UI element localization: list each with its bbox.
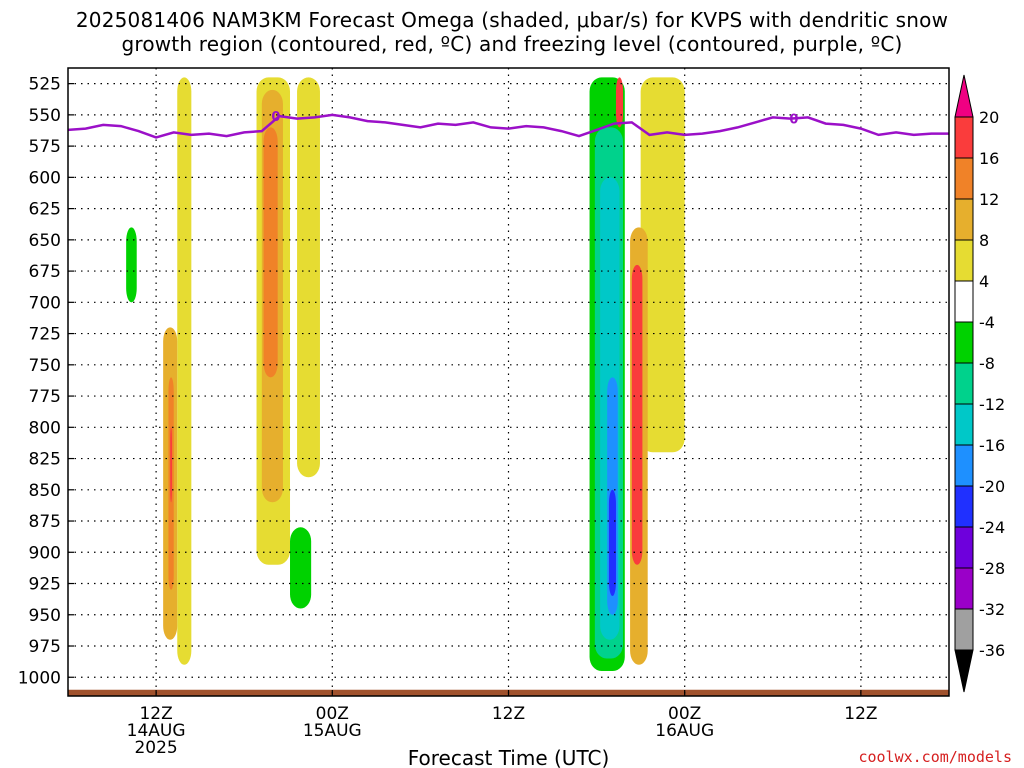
colorbar-label: -28 bbox=[979, 559, 1005, 578]
omega-region-8 bbox=[126, 227, 137, 303]
xtick-label: 12Z bbox=[492, 704, 525, 724]
freezing-level-line bbox=[68, 113, 949, 139]
xtick-label: 14AUG bbox=[127, 721, 186, 741]
ytick-label: 700 bbox=[29, 293, 61, 313]
colorbar-label: -4 bbox=[979, 313, 995, 332]
colorbar-bin--24_-20 bbox=[954, 485, 974, 528]
colorbar-label: 16 bbox=[979, 149, 999, 168]
colorbar-bin-16_20 bbox=[954, 116, 974, 159]
xtick-label: 2025 bbox=[134, 738, 177, 758]
ytick-label: 775 bbox=[29, 387, 61, 407]
ytick-label: 975 bbox=[29, 637, 61, 657]
ytick-label: 850 bbox=[29, 481, 61, 501]
colorbar-label: -20 bbox=[979, 477, 1005, 496]
freezing-level-label: 0 bbox=[271, 110, 280, 125]
colorbar-label: 20 bbox=[979, 108, 999, 127]
ytick-label: 550 bbox=[29, 106, 61, 126]
omega-region-17 bbox=[608, 489, 616, 597]
omega-region-18 bbox=[615, 77, 624, 128]
colorbar-bin--16_-12 bbox=[954, 403, 974, 446]
xtick-label: 15AUG bbox=[303, 721, 362, 741]
credit-text: coolwx.com/models bbox=[858, 748, 1012, 766]
colorbar-label: -36 bbox=[979, 641, 1005, 660]
chart-title-line2: growth region (contoured, red, ºC) and f… bbox=[121, 32, 903, 56]
x-axis-label: Forecast Time (UTC) bbox=[408, 746, 610, 768]
omega-region-10 bbox=[640, 77, 685, 453]
ytick-label: 575 bbox=[29, 137, 61, 157]
colorbar-bin-8_12 bbox=[954, 198, 974, 241]
ytick-label: 600 bbox=[29, 168, 61, 188]
ytick-label: 625 bbox=[29, 200, 61, 220]
ytick-label: 725 bbox=[29, 325, 61, 345]
omega-region-3 bbox=[170, 427, 172, 503]
omega-region-12 bbox=[631, 264, 643, 565]
colorbar-label: -8 bbox=[979, 354, 995, 373]
ytick-label: 825 bbox=[29, 450, 61, 470]
colorbar-label: -24 bbox=[979, 518, 1005, 537]
xtick-label: 12Z bbox=[139, 704, 172, 724]
colorbar-bin-4_8 bbox=[954, 239, 974, 282]
colorbar-label: 8 bbox=[979, 231, 989, 250]
colorbar-bin-12_16 bbox=[954, 157, 974, 200]
colorbar-label: 12 bbox=[979, 190, 999, 209]
omega-region-0 bbox=[177, 77, 192, 665]
ytick-label: 650 bbox=[29, 231, 61, 251]
colorbar-bin--12_-8 bbox=[954, 362, 974, 405]
ytick-label: 675 bbox=[29, 262, 61, 282]
xtick-label: 12Z bbox=[844, 704, 877, 724]
ytick-label: 1000 bbox=[18, 668, 61, 688]
colorbar-bin--28_-24 bbox=[954, 526, 974, 569]
omega-region-6 bbox=[263, 127, 278, 378]
xtick-label: 00Z bbox=[668, 704, 701, 724]
colorbar-label: -32 bbox=[979, 600, 1005, 619]
colorbar-bin--8_-4 bbox=[954, 321, 974, 364]
ytick-label: 750 bbox=[29, 356, 61, 376]
colorbar-bin--20_-16 bbox=[954, 444, 974, 487]
chart-title-line1: 2025081406 NAM3KM Forecast Omega (shaded… bbox=[75, 8, 949, 32]
colorbar-label: -16 bbox=[979, 436, 1005, 455]
xtick-label: 16AUG bbox=[655, 721, 714, 741]
ytick-label: 800 bbox=[29, 418, 61, 438]
xtick-label: 00Z bbox=[316, 704, 349, 724]
colorbar-bin--36_-32 bbox=[954, 608, 974, 651]
colorbar-top-arrow bbox=[954, 74, 974, 118]
ytick-label: 925 bbox=[29, 575, 61, 595]
colorbar-bottom-arrow bbox=[954, 649, 974, 693]
ytick-label: 525 bbox=[29, 75, 61, 95]
omega-region-9 bbox=[290, 527, 312, 609]
colorbar-label: 4 bbox=[979, 272, 989, 291]
colorbar-label: -12 bbox=[979, 395, 1005, 414]
ytick-label: 900 bbox=[29, 543, 61, 563]
freezing-level-label: 0 bbox=[789, 113, 798, 128]
omega-region-7 bbox=[297, 77, 320, 478]
ytick-label: 875 bbox=[29, 512, 61, 532]
colorbar-bin--4_4 bbox=[954, 280, 974, 323]
ytick-label: 950 bbox=[29, 606, 61, 626]
colorbar-bin--32_-28 bbox=[954, 567, 974, 610]
